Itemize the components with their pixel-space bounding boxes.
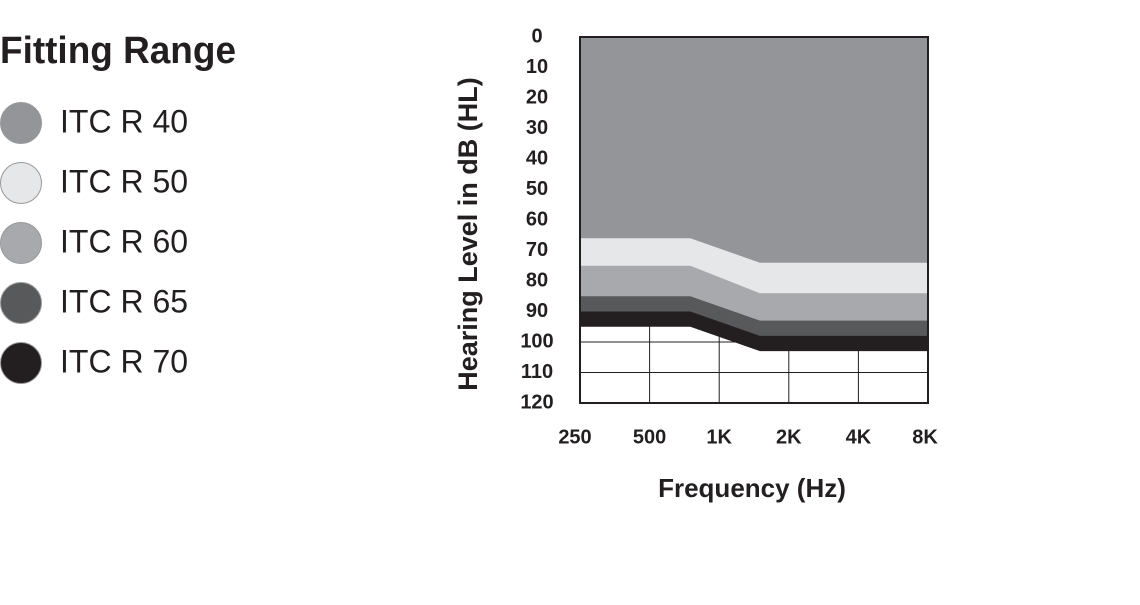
- y-tick-label: 40: [526, 147, 548, 169]
- y-axis-label: Hearing Level in dB (HL): [453, 77, 483, 391]
- legend-label: ITC R 70: [60, 343, 188, 379]
- y-tick-label: 90: [526, 300, 548, 322]
- legend-swatch: [0, 102, 42, 144]
- legend-swatch: [0, 282, 42, 324]
- x-tick-label: 8K: [912, 426, 938, 448]
- legend-swatch: [0, 162, 42, 204]
- legend-label: ITC R 40: [60, 103, 188, 139]
- x-tick-label: 2K: [776, 426, 802, 448]
- y-tick-label: 60: [526, 208, 548, 230]
- y-tick-label: 20: [526, 86, 548, 108]
- legend-label: ITC R 60: [60, 223, 188, 259]
- x-tick-label: 1K: [706, 426, 732, 448]
- legend-title: Fitting Range: [0, 30, 236, 72]
- y-tick-label: 70: [526, 239, 548, 261]
- legend-label: ITC R 65: [60, 283, 188, 319]
- x-axis-label: Frequency (Hz): [658, 473, 846, 503]
- y-tick-label: 100: [520, 330, 553, 352]
- plot-frame: [579, 36, 929, 404]
- y-tick-label: 110: [521, 361, 553, 383]
- fitting-range-area: [580, 37, 928, 263]
- y-tick-label: 120: [520, 391, 553, 413]
- y-tick-label: 30: [526, 117, 548, 139]
- x-tick-label: 250: [558, 426, 591, 448]
- x-tick-label: 4K: [846, 426, 872, 448]
- y-tick-label: 50: [526, 178, 548, 200]
- legend-swatch: [0, 222, 42, 264]
- legend-label: ITC R 50: [60, 163, 188, 199]
- y-tick-label: 0: [531, 25, 542, 47]
- y-tick-label: 80: [526, 269, 548, 291]
- y-tick-label: 10: [526, 56, 548, 78]
- x-tick-label: 500: [633, 426, 666, 448]
- legend-swatch: [0, 342, 42, 384]
